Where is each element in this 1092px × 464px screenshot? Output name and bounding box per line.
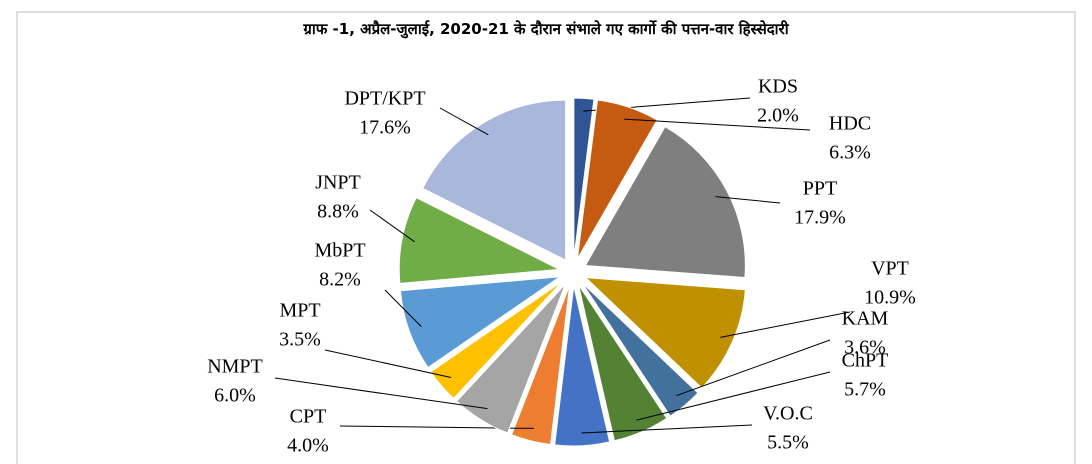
leader-line <box>581 424 753 434</box>
data-label: 2.0% <box>757 105 799 127</box>
data-label: 3.6% <box>844 337 886 359</box>
leader-line <box>384 289 422 327</box>
data-label: 17.6% <box>359 117 411 139</box>
pie-slice <box>398 196 562 284</box>
pie-slice <box>554 285 611 447</box>
category-label: V.O.C <box>763 403 813 425</box>
leader-line <box>274 377 488 410</box>
leader-line <box>720 311 851 338</box>
chart-title: ग्राफ -1, अप्रैल-जुलाई, 2020-21 के दौरान… <box>302 20 789 39</box>
data-label: 17.9% <box>794 207 846 229</box>
data-label: 8.8% <box>317 201 359 223</box>
leader-line <box>439 107 489 136</box>
category-label: MbPT <box>314 240 365 262</box>
leader-line <box>624 118 811 131</box>
pie-slice <box>576 99 658 259</box>
data-label: 6.0% <box>214 385 256 407</box>
leader-line <box>369 209 415 243</box>
category-label: VPT <box>871 258 909 280</box>
category-label: KDS <box>758 76 798 98</box>
category-label: NMPT <box>207 356 263 378</box>
category-label: PPT <box>803 178 837 200</box>
pie-slice <box>399 276 562 369</box>
pie-slice <box>581 282 699 417</box>
pie-slice <box>429 280 563 400</box>
leader-line <box>324 349 452 378</box>
category-label: CPT <box>290 406 327 428</box>
category-label: DPT/KPT <box>344 88 425 110</box>
pie-slice <box>584 126 746 279</box>
data-label: 4.0% <box>287 435 329 457</box>
category-label: MPT <box>279 300 320 322</box>
data-label: 6.3% <box>829 142 871 164</box>
leader-line <box>715 196 781 204</box>
pie-slice <box>421 99 567 261</box>
category-label: ChPT <box>842 350 889 372</box>
leader-line <box>676 339 831 397</box>
data-label: 10.9% <box>864 287 916 309</box>
category-label: HDC <box>829 113 871 135</box>
data-label: 5.7% <box>844 379 886 401</box>
data-label: 8.2% <box>319 269 361 291</box>
pie-slice <box>578 284 668 442</box>
leader-line <box>636 371 831 421</box>
pie-slice <box>584 277 746 389</box>
category-label: KAM <box>842 308 889 330</box>
pie-slice <box>456 283 567 434</box>
pie-slice <box>573 97 595 259</box>
pie-slice <box>510 285 571 445</box>
data-label: 3.5% <box>279 329 321 351</box>
category-label: JNPT <box>315 172 361 194</box>
data-label: 5.5% <box>767 432 809 454</box>
